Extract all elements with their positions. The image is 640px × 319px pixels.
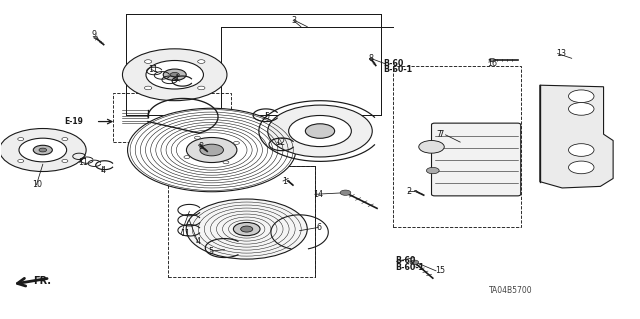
Text: 5: 5 bbox=[264, 112, 269, 121]
Circle shape bbox=[340, 190, 351, 195]
Circle shape bbox=[145, 86, 152, 90]
Text: 4: 4 bbox=[100, 166, 105, 175]
Text: E-19: E-19 bbox=[64, 117, 83, 126]
Circle shape bbox=[568, 144, 594, 156]
Circle shape bbox=[419, 141, 444, 153]
Text: 9: 9 bbox=[92, 30, 97, 39]
Circle shape bbox=[426, 167, 439, 174]
Text: 4: 4 bbox=[196, 237, 201, 246]
Text: 3: 3 bbox=[291, 16, 296, 25]
Circle shape bbox=[122, 49, 227, 101]
Circle shape bbox=[18, 160, 24, 162]
Bar bbox=[113, 93, 231, 142]
Circle shape bbox=[62, 137, 68, 141]
Text: 16: 16 bbox=[488, 59, 497, 68]
Circle shape bbox=[223, 161, 229, 164]
Text: 8: 8 bbox=[199, 142, 204, 151]
Text: 15: 15 bbox=[435, 266, 445, 275]
Circle shape bbox=[146, 61, 204, 89]
Circle shape bbox=[186, 199, 307, 259]
Text: 11: 11 bbox=[180, 229, 190, 238]
Text: 6: 6 bbox=[317, 223, 322, 232]
Circle shape bbox=[289, 115, 351, 147]
Circle shape bbox=[62, 160, 68, 162]
Text: TA04B5700: TA04B5700 bbox=[490, 286, 533, 295]
FancyBboxPatch shape bbox=[431, 123, 521, 196]
Circle shape bbox=[0, 129, 86, 172]
Text: 7: 7 bbox=[438, 130, 444, 139]
Text: 14: 14 bbox=[314, 190, 324, 199]
Circle shape bbox=[127, 108, 296, 192]
Text: 13: 13 bbox=[556, 49, 566, 58]
Text: 12: 12 bbox=[275, 137, 285, 147]
Circle shape bbox=[170, 72, 179, 77]
Circle shape bbox=[33, 145, 52, 155]
Circle shape bbox=[198, 145, 202, 146]
Text: 11: 11 bbox=[78, 158, 88, 167]
Text: B-60-1: B-60-1 bbox=[384, 65, 413, 74]
Circle shape bbox=[94, 37, 98, 39]
Circle shape bbox=[39, 148, 47, 152]
Circle shape bbox=[568, 161, 594, 174]
Circle shape bbox=[568, 90, 594, 103]
Text: 2: 2 bbox=[406, 187, 412, 196]
Circle shape bbox=[198, 60, 205, 63]
Circle shape bbox=[19, 138, 67, 162]
Bar bbox=[168, 166, 315, 277]
Text: B-60: B-60 bbox=[384, 59, 404, 68]
Text: 10: 10 bbox=[32, 180, 42, 189]
Circle shape bbox=[369, 58, 372, 60]
Circle shape bbox=[268, 105, 372, 157]
Circle shape bbox=[410, 260, 419, 264]
Text: 4: 4 bbox=[173, 74, 179, 83]
Circle shape bbox=[305, 124, 335, 138]
Bar bbox=[394, 66, 521, 227]
Circle shape bbox=[414, 190, 417, 192]
Text: 8: 8 bbox=[369, 54, 373, 63]
Circle shape bbox=[186, 137, 237, 163]
Circle shape bbox=[18, 137, 24, 141]
Circle shape bbox=[234, 141, 239, 145]
Circle shape bbox=[568, 103, 594, 115]
Text: 11: 11 bbox=[148, 65, 158, 74]
Circle shape bbox=[198, 86, 205, 90]
Circle shape bbox=[200, 144, 223, 156]
Text: FR.: FR. bbox=[33, 276, 51, 286]
Circle shape bbox=[241, 226, 253, 232]
Text: 7: 7 bbox=[436, 130, 442, 139]
Circle shape bbox=[287, 181, 289, 182]
Circle shape bbox=[195, 136, 200, 139]
Circle shape bbox=[184, 156, 190, 159]
Text: 1: 1 bbox=[282, 177, 287, 186]
Polygon shape bbox=[540, 85, 613, 188]
Circle shape bbox=[234, 222, 260, 236]
Circle shape bbox=[163, 69, 186, 80]
Circle shape bbox=[489, 58, 495, 62]
Text: B-60: B-60 bbox=[395, 256, 415, 265]
Text: B-60-1: B-60-1 bbox=[395, 263, 424, 271]
Circle shape bbox=[145, 60, 152, 63]
Text: 5: 5 bbox=[209, 247, 214, 256]
